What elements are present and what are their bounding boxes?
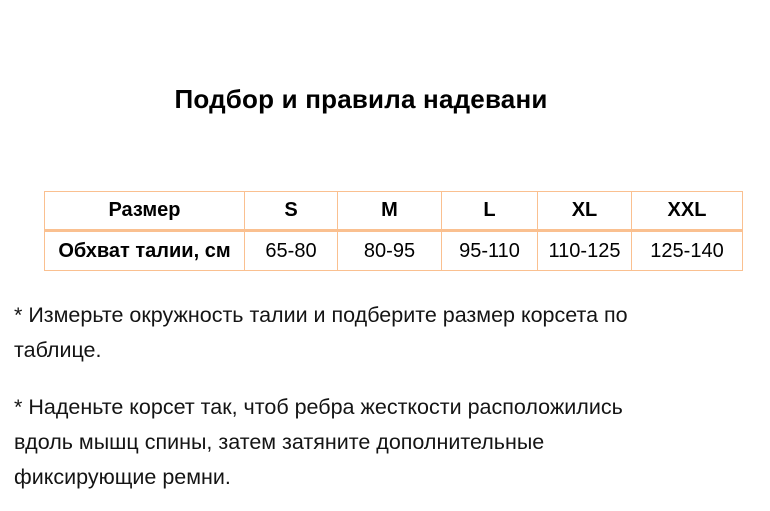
page-title: Подбор и правила надевани bbox=[174, 84, 548, 114]
cell-waist-xxl: 125-140 bbox=[631, 230, 743, 271]
cell-waist-m: 80-95 bbox=[337, 230, 442, 271]
cell-waist-s: 65-80 bbox=[244, 230, 338, 271]
col-header-m: M bbox=[337, 191, 442, 232]
note-line: вдоль мышц спины, затем затяните дополни… bbox=[14, 430, 545, 454]
bottom-clip-strip bbox=[0, 489, 770, 511]
size-table-header-row: Размер S M L XL XXL bbox=[44, 191, 743, 232]
size-table: Размер S M L XL XXL Обхват талии, см 65-… bbox=[44, 191, 743, 271]
note-how-to-wear: * Наденьте корсет так, чтоб ребра жестко… bbox=[14, 390, 762, 495]
col-header-s: S bbox=[244, 191, 338, 232]
note-line: фиксирующие ремни. bbox=[14, 465, 231, 489]
col-header-l: L bbox=[441, 191, 538, 232]
note-line: * Наденьте корсет так, чтоб ребра жестко… bbox=[14, 395, 623, 419]
note-measure-waist: * Измерьте окружность талии и подберите … bbox=[14, 298, 762, 368]
table-row-waist: Обхват талии, см 65-80 80-95 95-110 110-… bbox=[44, 230, 743, 271]
col-header-xxl: XXL bbox=[631, 191, 743, 232]
note-line: таблице. bbox=[14, 338, 102, 362]
note-line: * Измерьте окружность талии и подберите … bbox=[14, 303, 628, 327]
col-header-size: Размер bbox=[44, 191, 245, 232]
cell-waist-xl: 110-125 bbox=[537, 230, 632, 271]
cell-waist-l: 95-110 bbox=[441, 230, 538, 271]
row-label-waist-circumference: Обхват талии, см bbox=[44, 230, 245, 271]
col-header-xl: XL bbox=[537, 191, 632, 232]
